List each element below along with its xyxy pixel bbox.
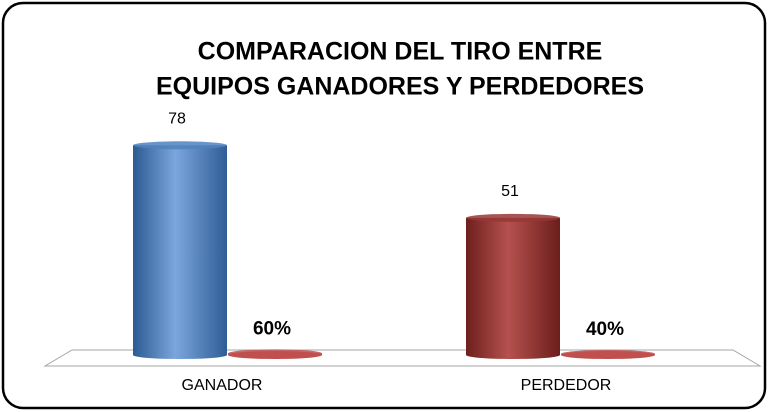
bar-top xyxy=(561,349,655,358)
chart-title: COMPARACION DEL TIRO ENTRE xyxy=(198,38,603,66)
chart-title: EQUIPOS GANADORES Y PERDEDORES xyxy=(156,73,644,101)
bar xyxy=(133,145,227,355)
bar-top xyxy=(466,213,560,222)
bar xyxy=(466,217,560,355)
bar-base xyxy=(133,351,227,359)
data-label: 60% xyxy=(253,318,291,339)
bar-base xyxy=(466,351,560,359)
data-label: 40% xyxy=(586,319,624,340)
data-label: 51 xyxy=(501,183,519,200)
x-tick-label: GANADOR xyxy=(182,377,263,394)
bar-top xyxy=(228,349,322,358)
bar-top xyxy=(133,141,227,150)
x-tick-label: PERDEDOR xyxy=(521,377,612,394)
data-label: 78 xyxy=(168,110,186,127)
